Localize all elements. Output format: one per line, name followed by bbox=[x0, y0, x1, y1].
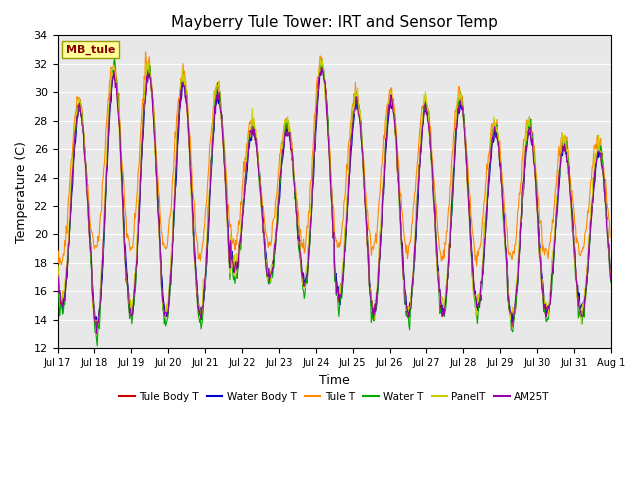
X-axis label: Time: Time bbox=[319, 373, 349, 386]
Text: MB_tule: MB_tule bbox=[66, 45, 115, 55]
Y-axis label: Temperature (C): Temperature (C) bbox=[15, 141, 28, 243]
Title: Mayberry Tule Tower: IRT and Sensor Temp: Mayberry Tule Tower: IRT and Sensor Temp bbox=[171, 15, 498, 30]
Legend: Tule Body T, Water Body T, Tule T, Water T, PanelT, AM25T: Tule Body T, Water Body T, Tule T, Water… bbox=[115, 387, 554, 406]
